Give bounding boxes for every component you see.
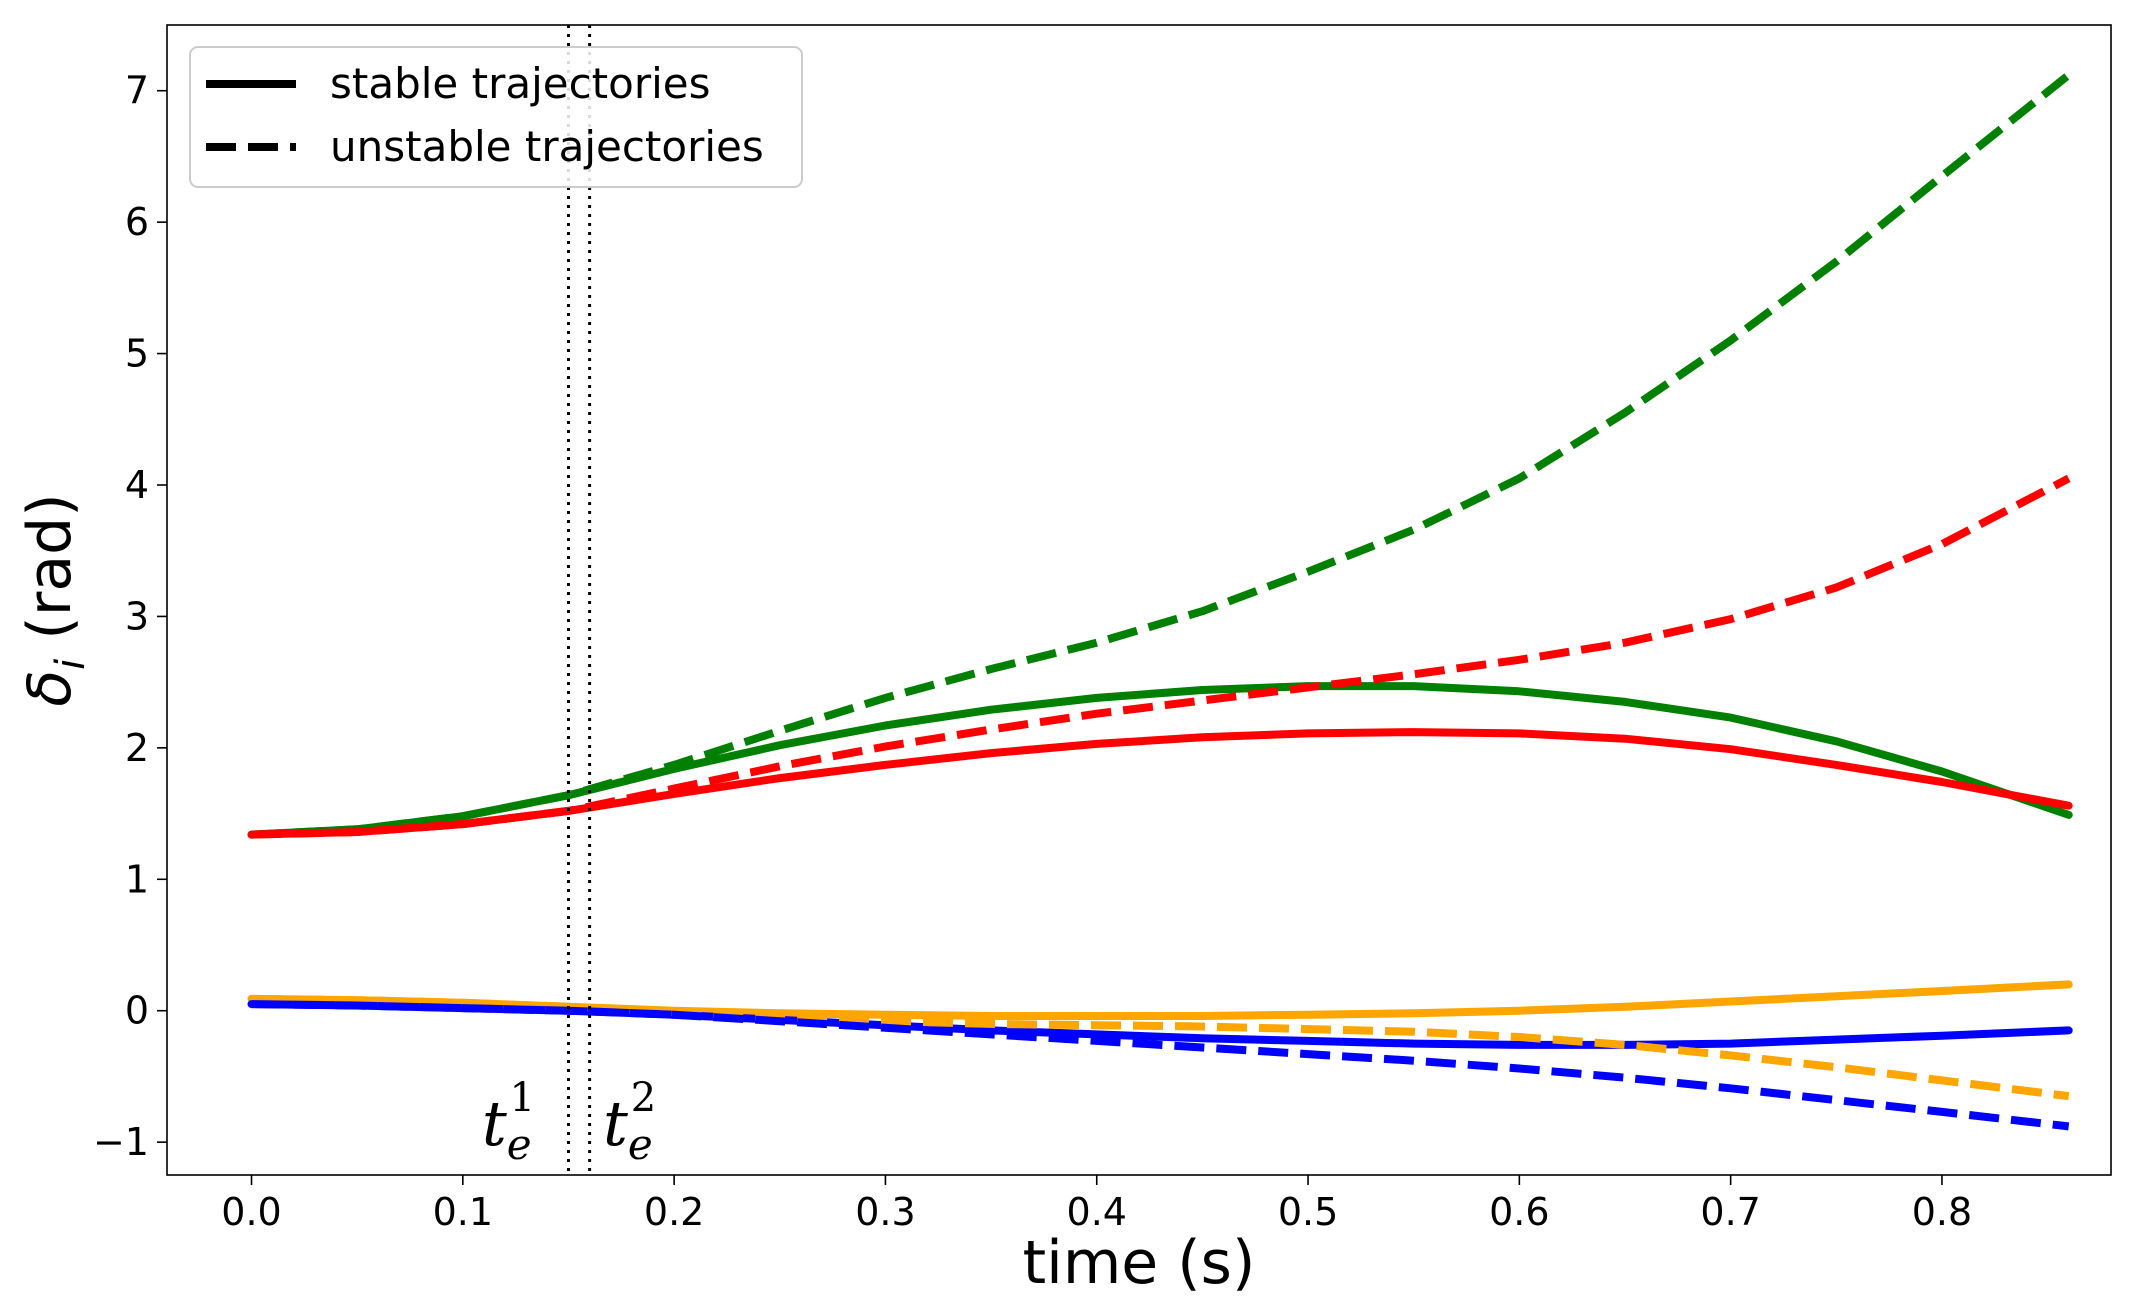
series-line bbox=[251, 474, 2071, 839]
series-layer bbox=[247, 71, 2073, 1131]
x-tick-label: 0.7 bbox=[1700, 1190, 1760, 1234]
x-tick-label: 0.2 bbox=[644, 1190, 704, 1234]
vline-layer bbox=[566, 25, 592, 1175]
series-line bbox=[251, 994, 2070, 1101]
x-tick-label: 0.3 bbox=[855, 1190, 915, 1234]
y-tick-label: −1 bbox=[93, 1120, 149, 1164]
legend-box bbox=[189, 46, 803, 188]
plot-frame bbox=[166, 24, 2112, 1176]
y-tick-label: 0 bbox=[125, 989, 149, 1033]
series-line bbox=[251, 1000, 2070, 1131]
x-tick-label: 0.5 bbox=[1278, 1190, 1338, 1234]
vertical-marker-label: te2 bbox=[603, 1075, 656, 1169]
y-axis-ticks: −1 0 1 2 3 4 5 6 7 bbox=[93, 69, 167, 1164]
legend-entry-unstable: unstable trajectories bbox=[330, 122, 764, 171]
y-tick-label: 6 bbox=[125, 200, 149, 244]
legend-entry-stable: stable trajectories bbox=[330, 59, 711, 108]
x-tick-label: 0.1 bbox=[433, 1190, 493, 1234]
x-axis-ticks: 0.0 0.1 0.2 0.3 0.4 0.5 0.6 0.7 0.8 bbox=[221, 1175, 1972, 1234]
x-tick-label: 0.8 bbox=[1912, 1190, 1972, 1234]
vertical-marker-label: te1 bbox=[482, 1075, 535, 1169]
series-line bbox=[251, 71, 2072, 839]
legend: stable trajectories unstable trajectorie… bbox=[189, 46, 803, 188]
x-axis-label: time (s) bbox=[1023, 1228, 1256, 1298]
y-tick-label: 2 bbox=[125, 726, 149, 770]
x-tick-label: 0.4 bbox=[1067, 1190, 1127, 1234]
y-axis-label: δi (rad) bbox=[15, 493, 94, 706]
x-tick-label: 0.6 bbox=[1489, 1190, 1549, 1234]
y-tick-label: 4 bbox=[125, 463, 149, 507]
y-tick-label: 7 bbox=[125, 69, 149, 113]
x-tick-label: 0.0 bbox=[221, 1190, 281, 1234]
y-tick-label: 5 bbox=[125, 332, 149, 376]
vline-labels: te1 te2 bbox=[482, 1075, 656, 1169]
y-tick-label: 3 bbox=[125, 594, 149, 638]
y-tick-label: 1 bbox=[125, 857, 149, 901]
